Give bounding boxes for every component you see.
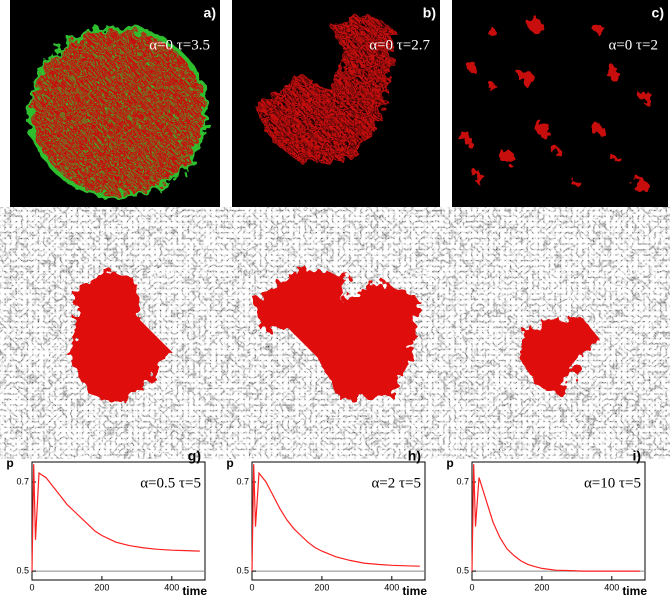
y-tick-label: 0.5 [456, 565, 469, 575]
panel-label: a) [204, 5, 216, 21]
x-axis-label: time [182, 584, 207, 597]
y-tick-label: 0.7 [456, 476, 469, 486]
x-tick-label: 0 [29, 582, 34, 592]
y-axis-label: p [6, 456, 13, 470]
cluster [28, 26, 208, 198]
x-tick-label: 400 [604, 582, 619, 592]
cluster [255, 268, 420, 400]
annotation: α=0.5 τ=5 [140, 475, 201, 491]
panel-label: f) [655, 233, 664, 249]
series-line [471, 464, 640, 572]
cluster [520, 318, 600, 395]
panel-caption: α=0 τ=2.7 [369, 37, 430, 53]
x-tick-label: 0 [469, 582, 474, 592]
chart-label: i) [632, 448, 641, 464]
plot-frame [31, 461, 206, 581]
series-line [251, 464, 420, 572]
x-axis-label: time [402, 584, 427, 597]
cluster [255, 12, 395, 162]
plot-frame [251, 461, 426, 581]
x-tick-label: 400 [384, 582, 399, 592]
y-tick-label: 0.5 [236, 565, 249, 575]
y-axis-label: p [446, 456, 453, 470]
annotation: α=10 τ=5 [584, 475, 641, 491]
panels [10, 0, 668, 438]
panel-caption: α=10 τ=5 [601, 265, 658, 281]
panel-label: d) [203, 233, 216, 249]
y-axis-label: p [226, 456, 233, 470]
cluster [70, 270, 170, 405]
x-tick-label: 0 [249, 582, 254, 592]
panel-label: e) [424, 233, 436, 249]
y-tick-label: 0.7 [16, 476, 29, 486]
y-tick-label: 0.5 [16, 565, 29, 575]
panel-caption: α=0.5 τ=5 [149, 265, 210, 281]
plot-frame [471, 461, 646, 581]
chart-label: g) [188, 448, 201, 464]
panel-label: c) [652, 5, 664, 21]
series-line [31, 464, 200, 572]
panel-label: b) [423, 5, 436, 21]
chart-label: h) [408, 448, 421, 464]
x-axis-label: time [622, 584, 647, 597]
x-tick-label: 200 [314, 582, 329, 592]
y-tick-label: 0.7 [236, 476, 249, 486]
panel-caption: α=2 τ=5 [380, 265, 430, 281]
x-tick-label: 400 [164, 582, 179, 592]
annotation: α=2 τ=5 [371, 475, 421, 491]
panel-caption: α=0 τ=3.5 [149, 37, 210, 53]
panel-caption: α=0 τ=2 [608, 37, 658, 53]
cluster [459, 18, 653, 192]
x-tick-label: 200 [94, 582, 109, 592]
x-tick-label: 200 [534, 582, 549, 592]
panel-bg [452, 0, 668, 218]
